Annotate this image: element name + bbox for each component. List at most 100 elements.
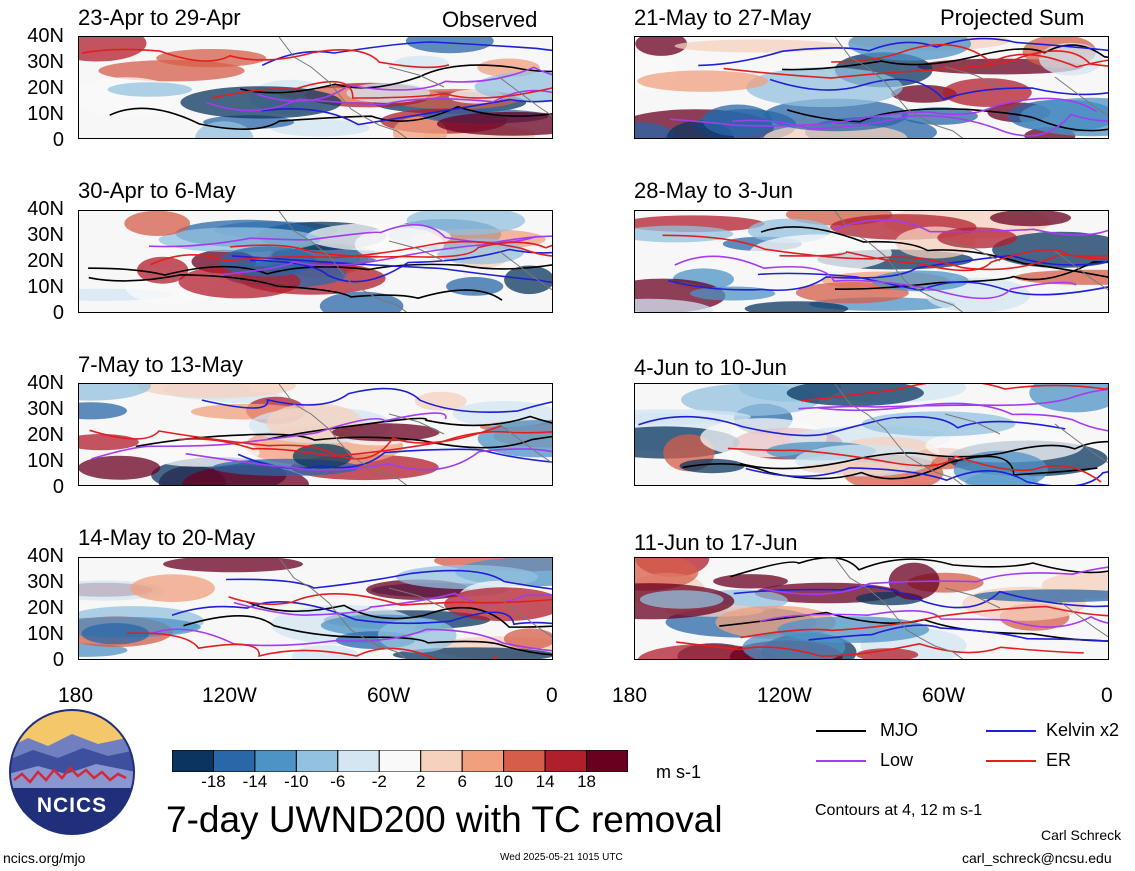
anomaly-blob — [925, 428, 1084, 463]
anomaly-blob — [856, 648, 919, 659]
anomaly-blob — [635, 558, 699, 591]
map-panel-4 — [78, 557, 553, 660]
anomaly-blob — [270, 119, 370, 137]
legend-label-low: Low — [880, 750, 914, 770]
panel-title-6: 28-May to 3-Jun — [634, 178, 793, 203]
anomaly-blob — [137, 256, 189, 284]
contour-line — [81, 48, 450, 69]
panel-title-1: 23-Apr to 29-Apr — [78, 5, 241, 30]
map-panel-2 — [78, 210, 553, 313]
contour-line — [88, 273, 503, 301]
colorbar-swatch — [420, 750, 463, 772]
panel-title-8: 11-Jun to 17-Jun — [634, 530, 798, 555]
anomaly-blob — [163, 558, 303, 573]
lat-label: 0 — [52, 129, 64, 151]
anomaly-blob — [637, 70, 769, 92]
contour-line — [88, 263, 552, 276]
coastline — [834, 558, 1108, 659]
colorbar-swatches — [172, 750, 628, 772]
map-panel-6 — [634, 210, 1109, 313]
legend-line-low — [816, 760, 866, 762]
lat-label: 40N — [27, 545, 64, 567]
lat-label: 0 — [52, 649, 64, 671]
anomaly-blob — [392, 116, 448, 138]
footer-url[interactable]: ncics.org/mjo — [3, 850, 86, 866]
contour-line — [740, 605, 1108, 639]
colorbar-tick-label: 18 — [577, 772, 596, 791]
logo-text: NCICS — [37, 794, 107, 817]
lat-label: 30N — [27, 51, 64, 73]
panel-title-4: 14-May to 20-May — [78, 525, 256, 550]
contour-line — [833, 219, 1108, 236]
ncics-logo: NCICS — [8, 708, 136, 836]
panel-tag-observed: Observed — [442, 7, 538, 32]
contour-line — [808, 624, 1108, 642]
colorbar-tick-label: 2 — [415, 772, 426, 791]
contour-line — [781, 44, 1108, 71]
lon-label: 0 — [1101, 684, 1113, 707]
lat-label: 0 — [52, 302, 64, 324]
contour-line — [91, 412, 447, 460]
map-panel-5 — [634, 36, 1109, 139]
contour-line — [89, 425, 502, 460]
panel-tag-projected: Projected Sum — [940, 5, 1085, 30]
anomaly-blob — [180, 86, 342, 119]
contour-line — [834, 261, 1108, 290]
footer-timestamp: Wed 2025-05-21 1015 UTC — [500, 852, 623, 863]
contour-line — [150, 240, 552, 266]
contour-line — [723, 50, 1108, 79]
contour-line — [779, 249, 1108, 272]
anomaly-blob — [130, 574, 215, 603]
anomaly-blob — [635, 225, 734, 243]
contour-line — [261, 98, 552, 126]
lat-label: 40N — [27, 198, 64, 220]
anomaly-blob — [137, 384, 296, 399]
contour-line — [698, 37, 1108, 67]
footer-email[interactable]: carl_schreck@ncsu.edu — [962, 850, 1112, 866]
contour-line — [668, 254, 1108, 292]
contour-line — [676, 641, 1084, 657]
contour-line — [757, 272, 1108, 296]
colorbar-swatch — [172, 750, 214, 772]
contour-line — [662, 234, 1108, 271]
lat-label: 0 — [52, 476, 64, 498]
anomaly-blob — [1019, 97, 1108, 137]
map-panel-7 — [634, 383, 1109, 486]
legend-label-er: ER — [1046, 750, 1072, 770]
colorbar-tick-label: 6 — [457, 772, 467, 791]
anomaly-blob — [79, 384, 151, 401]
contour-line — [231, 255, 552, 284]
anomaly-blob — [319, 291, 404, 312]
anomaly-blob — [446, 277, 504, 296]
anomaly-blob — [405, 37, 494, 54]
legend-label-kelvin: Kelvin x2 — [1046, 720, 1120, 740]
panel-title-3: 7-May to 13-May — [78, 352, 244, 377]
anomaly-blob — [377, 618, 457, 653]
legend-line-mjo — [816, 730, 866, 732]
colorbar-tick-label: -2 — [371, 772, 387, 791]
anomaly-blob — [393, 55, 449, 71]
contour-line — [831, 43, 1108, 68]
contour-line — [233, 592, 552, 617]
legend-label-mjo: MJO — [880, 720, 918, 740]
contour-line — [759, 610, 1108, 628]
contour-line — [261, 41, 552, 67]
colorbar-swatch — [295, 750, 339, 772]
coastline — [278, 384, 552, 485]
footer-author: Carl Schreck — [1041, 827, 1122, 843]
anomaly-blob — [639, 590, 724, 609]
colorbar-tick-label: -6 — [330, 772, 346, 791]
lat-label: 20N — [27, 597, 64, 619]
colorbar-swatch — [212, 750, 256, 772]
colorbar-swatch — [337, 750, 380, 772]
anomaly-blob — [749, 234, 892, 272]
colorbar-swatch — [503, 750, 546, 772]
anomaly-blob — [503, 628, 552, 650]
contour-line — [206, 89, 552, 112]
anomaly-blob — [891, 85, 957, 103]
colorbar-tick-label: 10 — [494, 772, 514, 791]
contour-line — [760, 226, 1108, 278]
legend-line-kelvin — [986, 730, 1036, 732]
contour-line — [257, 66, 552, 103]
lat-label: 10N — [27, 450, 64, 472]
